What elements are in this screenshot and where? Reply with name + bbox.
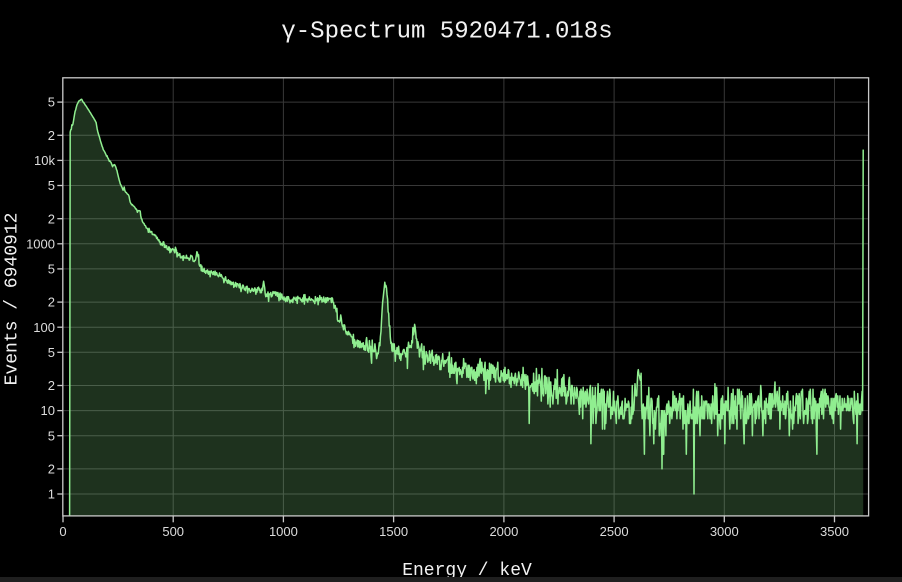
svg-text:5: 5	[48, 178, 55, 193]
svg-text:1000: 1000	[26, 236, 55, 251]
svg-text:Events / 6940912: Events / 6940912	[3, 213, 23, 386]
svg-text:2: 2	[48, 211, 55, 226]
svg-text:5: 5	[48, 95, 55, 110]
svg-text:3000: 3000	[710, 524, 739, 539]
svg-text:2: 2	[48, 128, 55, 143]
svg-text:Energy / keV: Energy / keV	[402, 561, 532, 581]
svg-text:2: 2	[48, 295, 55, 310]
svg-text:5: 5	[48, 262, 55, 277]
svg-text:2000: 2000	[489, 524, 518, 539]
svg-text:1: 1	[48, 487, 55, 502]
svg-text:5: 5	[48, 345, 55, 360]
svg-text:5: 5	[48, 428, 55, 443]
svg-text:500: 500	[162, 524, 184, 539]
svg-text:2500: 2500	[600, 524, 629, 539]
svg-text:10k: 10k	[34, 153, 55, 168]
svg-text:100: 100	[33, 320, 55, 335]
svg-text:2: 2	[48, 378, 55, 393]
svg-text:1000: 1000	[269, 524, 298, 539]
svg-text:10: 10	[41, 403, 55, 418]
svg-text:3500: 3500	[820, 524, 849, 539]
svg-text:0: 0	[59, 524, 66, 539]
svg-text:1500: 1500	[379, 524, 408, 539]
svg-text:γ-Spectrum 5920471.018s: γ-Spectrum 5920471.018s	[281, 19, 612, 46]
svg-text:2: 2	[48, 462, 55, 477]
